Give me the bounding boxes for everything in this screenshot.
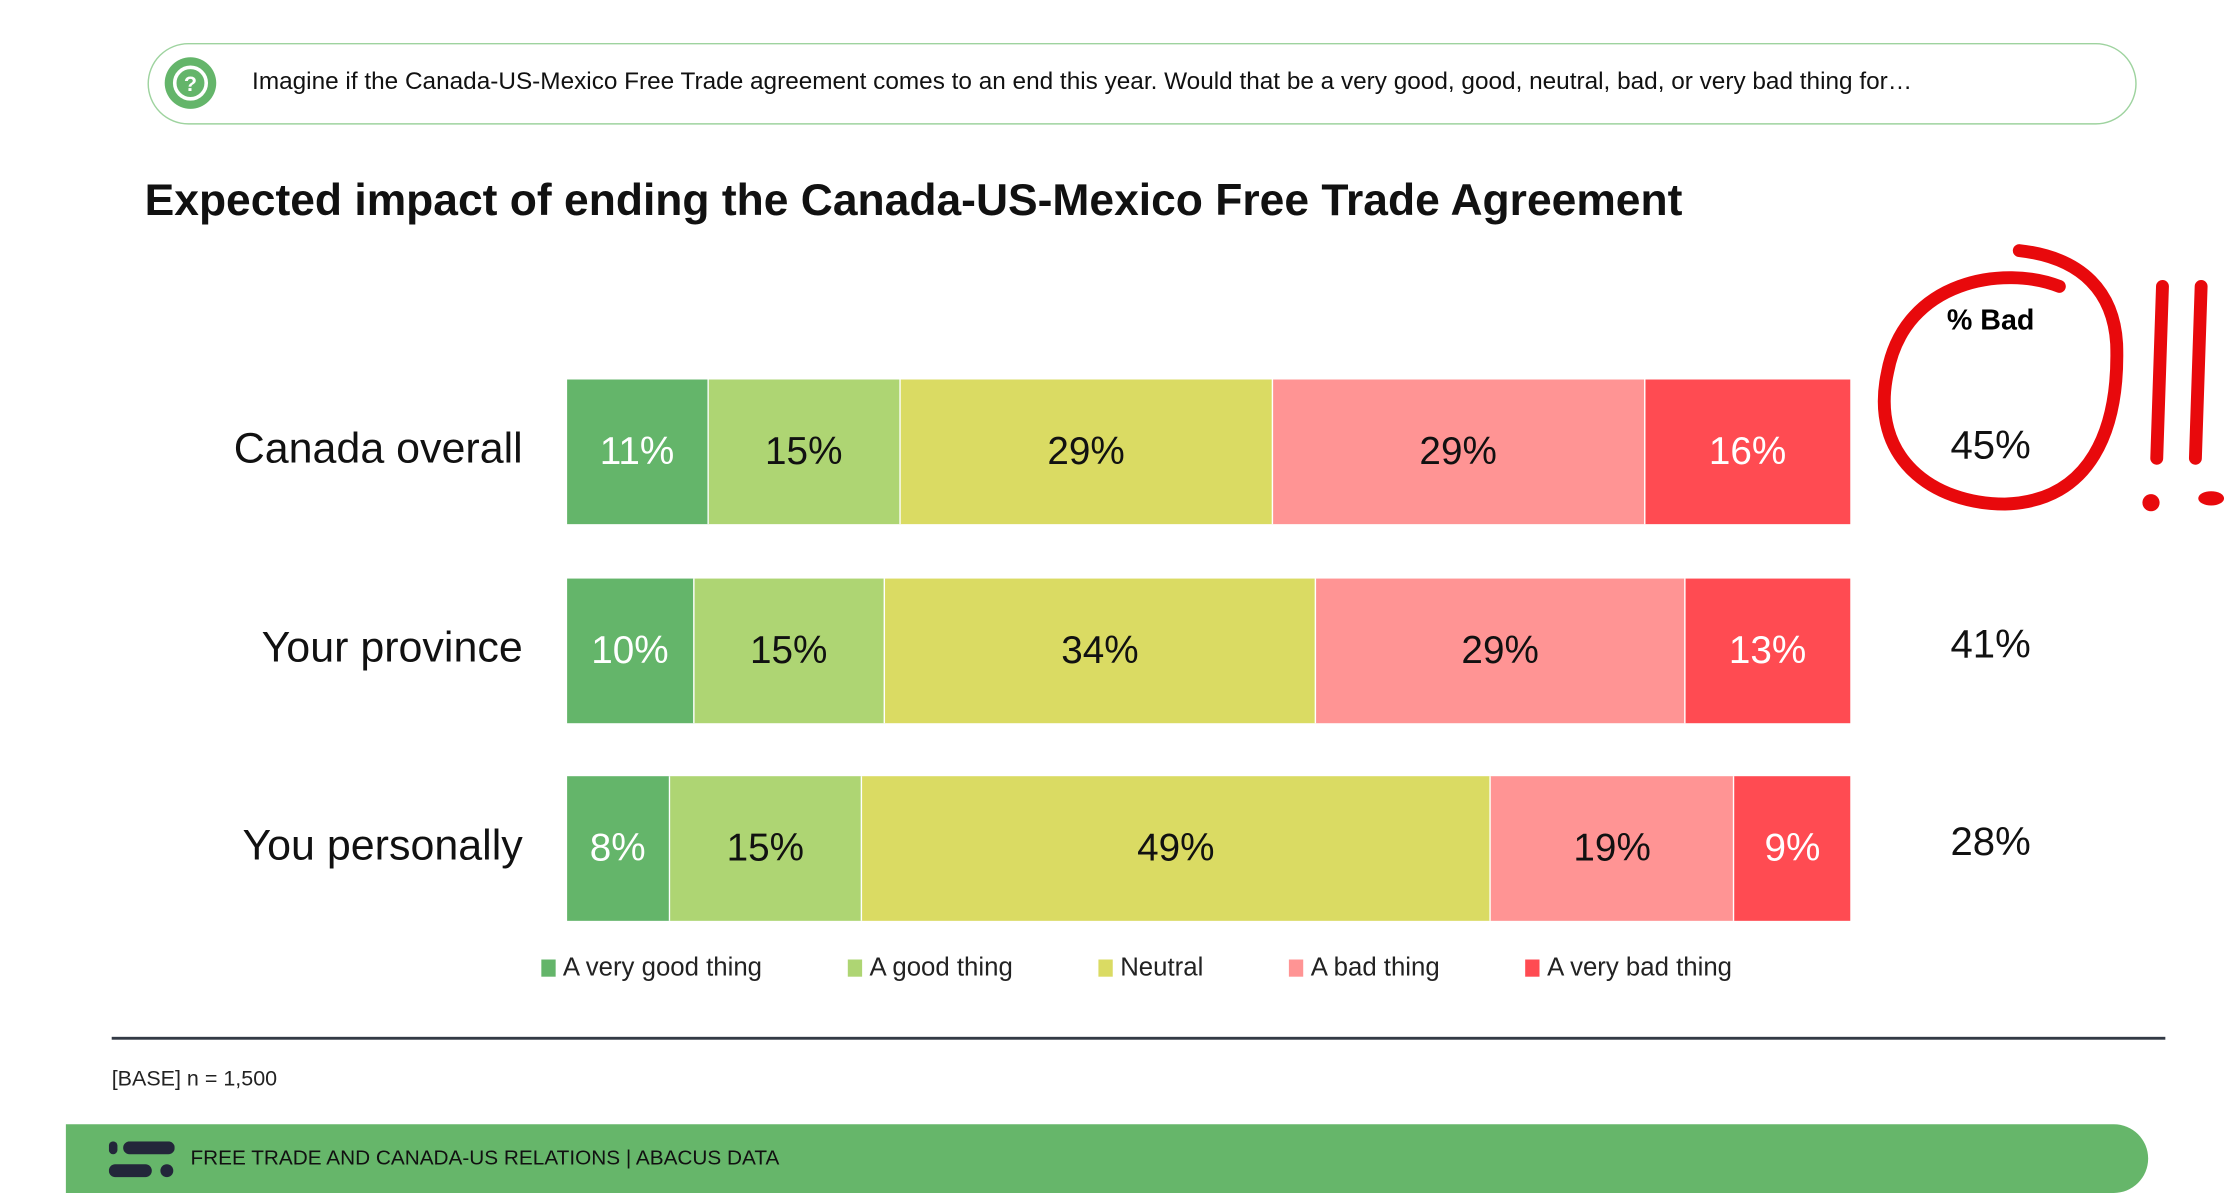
percent-bad-value: 45% [1950, 422, 2031, 467]
bar-segment: 11% [567, 379, 709, 525]
percent-bad-header: % Bad [1946, 305, 2035, 337]
legend-swatch [1289, 958, 1304, 976]
legend-label: A bad thing [1310, 952, 1440, 981]
stacked-bar: 8% 15% 49% 19% 9% [567, 776, 1851, 921]
category-label: You personally [242, 822, 523, 870]
bar-segment: 19% [1490, 776, 1735, 921]
stacked-bar: 11% 15% 29% 29% 16% [567, 379, 1851, 525]
legend-label: Neutral [1120, 952, 1204, 981]
legend-swatch [847, 958, 863, 976]
svg-text:?: ? [184, 72, 197, 96]
data-label: 9% [1764, 826, 1821, 870]
bar-segment: 15% [669, 776, 863, 921]
data-label: 13% [1728, 628, 1807, 672]
base-note: [BASE] n = 1,500 [111, 1066, 278, 1092]
legend-item: Neutral [1098, 952, 1204, 982]
abacus-logo-icon [108, 1141, 175, 1178]
bar-segment: 10% [567, 578, 695, 724]
question-circle-icon: ? [164, 57, 217, 109]
stacked-bar: 10% 15% 34% 29% 13% [567, 578, 1851, 724]
bar-segment: 8% [567, 776, 670, 921]
exclamation-dot [2198, 491, 2225, 506]
exclamation-dot [2142, 494, 2160, 512]
legend-label: A good thing [869, 952, 1013, 981]
category-label: Canada overall [233, 425, 523, 473]
bar-segment: 34% [884, 578, 1317, 724]
legend-label: A very good thing [562, 952, 763, 981]
bar-segment: 16% [1644, 379, 1851, 525]
data-label: 15% [726, 826, 804, 870]
bar-segment: 15% [694, 578, 885, 724]
footer-bar [65, 1124, 2149, 1193]
bar-segment: 15% [708, 379, 901, 525]
data-label: 8% [589, 826, 646, 870]
bar-segment: 9% [1734, 776, 1851, 921]
legend-item: A good thing [847, 952, 1013, 982]
divider [111, 1036, 2166, 1040]
bar-segment: 29% [1272, 379, 1645, 525]
bar-segment: 29% [1316, 578, 1686, 724]
footer-text: FREE TRADE AND CANADA-US RELATIONS | ABA… [190, 1147, 780, 1171]
data-label: 34% [1061, 628, 1139, 672]
data-label: 49% [1137, 826, 1215, 870]
bar-segment: 13% [1685, 578, 1851, 724]
legend-swatch [1525, 958, 1540, 976]
data-label: 16% [1708, 429, 1787, 473]
question-box [147, 42, 2137, 125]
legend-item: A bad thing [1289, 952, 1440, 982]
data-label: 19% [1573, 826, 1651, 870]
exclamation-mark [2150, 279, 2169, 465]
chart-title: Expected impact of ending the Canada-US-… [144, 174, 1683, 225]
exclamation-mark [2188, 279, 2208, 465]
data-label: 29% [1419, 429, 1497, 473]
data-label: 15% [749, 628, 828, 672]
legend-label: A very bad thing [1547, 952, 1733, 981]
legend-item: A very good thing [541, 952, 762, 982]
question-text: Imagine if the Canada-US-Mexico Free Tra… [252, 67, 1913, 95]
legend-swatch [541, 958, 556, 976]
legend-item: A very bad thing [1525, 952, 1733, 982]
data-label: 11% [599, 429, 675, 473]
data-label: 29% [1047, 429, 1125, 473]
legend: A very good thing A good thing Neutral A ba… [541, 952, 1818, 982]
percent-bad-value: 28% [1950, 819, 2031, 864]
bar-segment: 49% [862, 776, 1491, 921]
data-label: 10% [591, 628, 669, 672]
bar-segment: 29% [900, 379, 1273, 525]
legend-swatch [1098, 958, 1114, 976]
data-label: 29% [1461, 628, 1539, 672]
data-label: 15% [765, 429, 843, 473]
percent-bad-value: 41% [1950, 621, 2031, 666]
category-label: Your province [261, 624, 523, 672]
